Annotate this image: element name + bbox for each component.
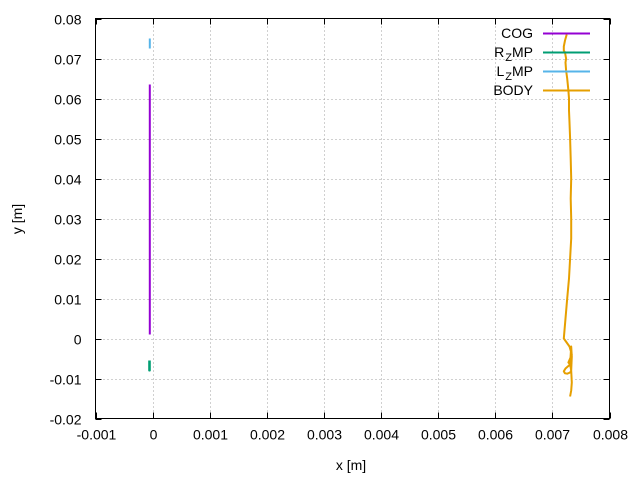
x-tick-label: 0.006 <box>478 427 513 443</box>
y-tick-label: 0.01 <box>54 292 81 308</box>
y-tick-label: 0.02 <box>54 252 81 268</box>
x-axis: -0.001 0 0.001 0.002 0.003 0.004 0.005 0.006 0.0… <box>77 18 628 443</box>
y-tick-label: 0.07 <box>54 52 81 68</box>
x-tick-label: 0.003 <box>307 427 342 443</box>
x-axis-title: x [m] <box>336 457 366 473</box>
y-tick-label: 0.06 <box>54 92 81 108</box>
x-tick-label: -0.001 <box>77 427 117 443</box>
y-tick-label: 0.08 <box>54 12 81 28</box>
legend-label-cog: COG <box>501 25 533 41</box>
y-tick-label: 0.03 <box>54 212 81 228</box>
y-tick-label: 0.05 <box>54 132 81 148</box>
x-tick-label: 0.007 <box>535 427 570 443</box>
y-axis: -0.02 -0.01 0 0.01 0.02 0.03 0.04 0.05 0.06 0.07 0… <box>50 12 610 428</box>
x-tick-label: 0.002 <box>250 427 285 443</box>
x-tick-label: 0.004 <box>364 427 399 443</box>
x-tick-label: 0.005 <box>421 427 456 443</box>
y-tick-label: -0.02 <box>50 412 82 428</box>
y-tick-label: -0.01 <box>50 372 82 388</box>
x-tick-label: 0.001 <box>193 427 228 443</box>
x-tick-label: 0 <box>150 427 158 443</box>
plot-frame <box>95 18 610 419</box>
y-axis-title: y [m] <box>9 204 25 234</box>
y-tick-label: 0 <box>74 332 82 348</box>
series-line-body <box>562 34 573 397</box>
series-line-r-z-mp <box>148 360 151 372</box>
x-tick-label: 0.008 <box>593 427 628 443</box>
legend-label-r-z-mp: RZMP <box>494 44 533 64</box>
grid <box>95 18 610 419</box>
legend-label-l-z-mp: LZMP <box>496 63 533 83</box>
y-tick-label: 0.04 <box>54 172 81 188</box>
series-layer <box>148 34 573 397</box>
legend-label-body: BODY <box>493 82 533 98</box>
